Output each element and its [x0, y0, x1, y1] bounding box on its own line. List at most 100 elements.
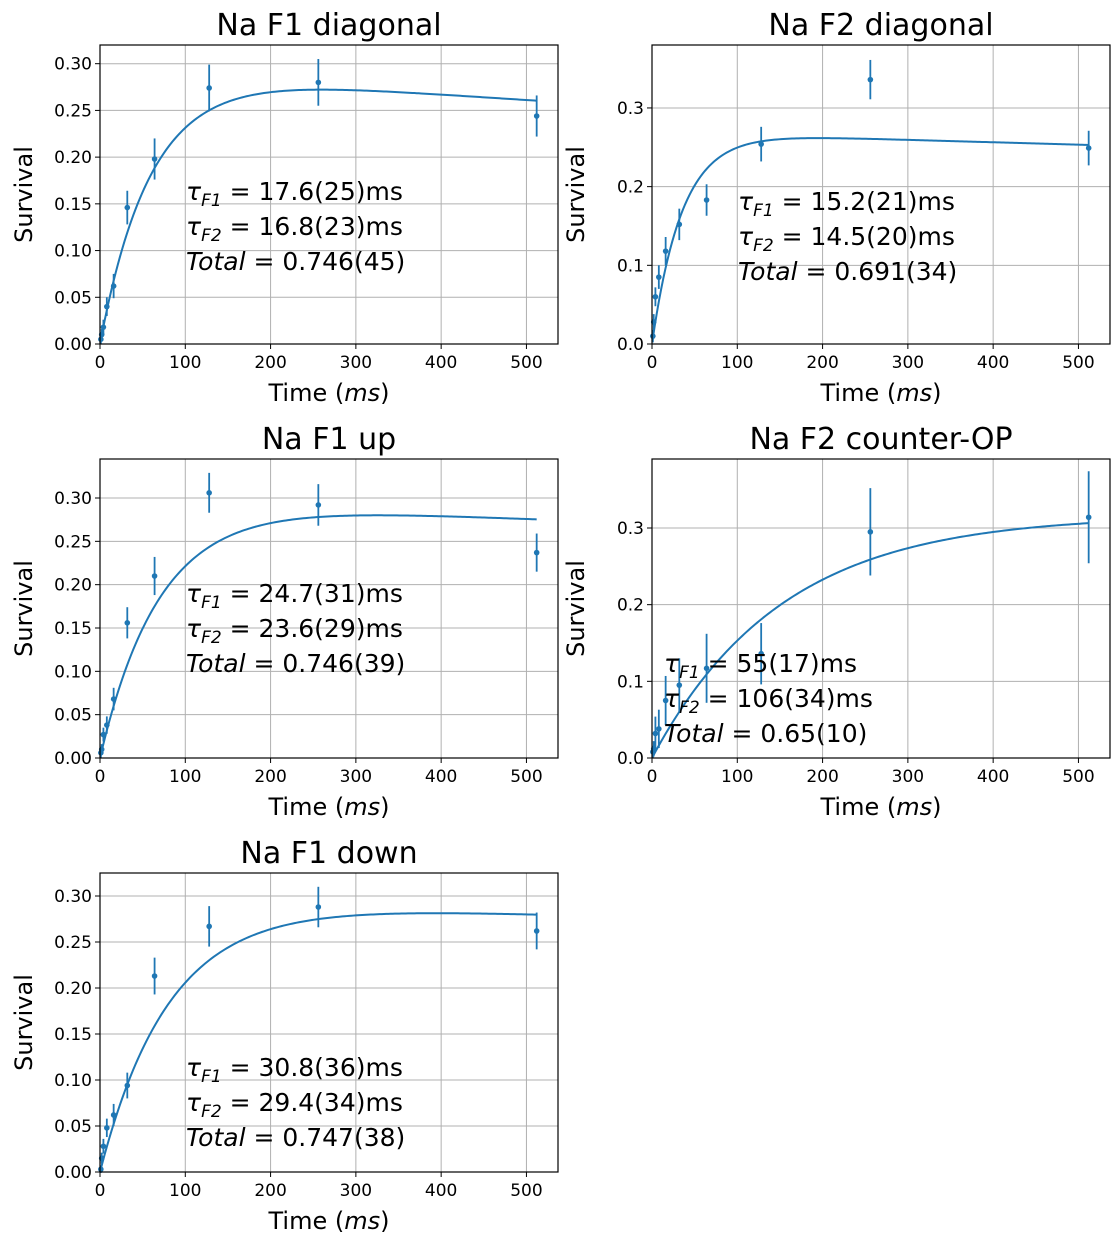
y-tick-label: 0.20: [54, 979, 92, 999]
y-tick-label: 0.10: [54, 1071, 92, 1091]
point-marker: [662, 248, 669, 254]
x-tick-label: 500: [510, 353, 542, 373]
y-tick-label: 0.25: [54, 101, 92, 121]
fit-annotation-line: Total = 0.746(39): [186, 649, 405, 678]
y-tick-label: 0.0: [617, 749, 644, 769]
point-marker: [100, 1143, 107, 1150]
y-axis-label: Survival: [10, 146, 38, 243]
y-tick-label: 0.10: [54, 242, 92, 262]
point-marker: [656, 726, 662, 732]
fit-annotation-line: Total = 0.747(38): [186, 1123, 405, 1152]
data-point: [151, 556, 158, 596]
y-tick-label: 0.05: [54, 288, 92, 308]
x-tick-label: 0: [647, 767, 658, 787]
point-marker: [206, 85, 212, 91]
y-tick-label: 0.05: [54, 706, 92, 726]
data-point: [1085, 471, 1092, 564]
x-tick-label: 0: [647, 353, 658, 373]
point-marker: [533, 928, 540, 934]
fit-annotation-line: τF1 = 55(17)ms: [664, 649, 857, 683]
fit-annotation-line: τF2 = 16.8(23)ms: [186, 212, 403, 246]
data-point: [652, 716, 659, 751]
axes-frame: [99, 44, 559, 345]
point-marker: [104, 722, 110, 728]
point-marker: [758, 650, 764, 657]
y-tick-label: 0.30: [54, 887, 92, 907]
fit-annotation-line: τF1 = 17.6(25)ms: [186, 177, 403, 211]
fit-annotation-line: Total = 0.691(34): [738, 257, 957, 286]
y-tick-label: 0.30: [54, 55, 92, 75]
data-point: [656, 709, 662, 749]
point-marker: [100, 731, 107, 738]
data-point: [110, 273, 117, 299]
y-tick-label: 0.05: [54, 1117, 92, 1137]
fit-annotation-line: τF2 = 29.4(34)ms: [186, 1088, 403, 1122]
data-point: [124, 190, 131, 225]
fit-annotation-line: Total = 0.65(10): [664, 719, 867, 748]
point-marker: [703, 665, 710, 672]
data-point: [703, 184, 710, 216]
data-point: [100, 1138, 107, 1154]
data-point: [124, 1072, 131, 1099]
data-point: [533, 95, 540, 137]
data-point: [110, 687, 117, 711]
x-tick-label: 500: [1062, 353, 1094, 373]
x-tick-label: 300: [340, 1181, 372, 1201]
x-tick-label: 100: [721, 767, 753, 787]
x-tick-label: 400: [977, 767, 1009, 787]
y-tick-label: 0.30: [54, 489, 92, 509]
data-point: [676, 658, 683, 712]
axes-frame: [651, 458, 1111, 759]
y-axis-label: Survival: [562, 560, 590, 657]
x-tick-label: 400: [425, 353, 457, 373]
data-point: [867, 59, 874, 100]
data-point: [656, 265, 662, 289]
x-axis-label: Time (ms): [268, 379, 390, 407]
point-marker: [151, 573, 158, 579]
point-marker: [206, 923, 212, 930]
y-tick-label: 0.0: [617, 335, 644, 355]
y-axis-label: Survival: [10, 974, 38, 1071]
point-marker: [151, 156, 158, 162]
y-tick-label: 0.1: [617, 256, 644, 276]
point-marker: [315, 79, 322, 86]
y-tick-label: 0.10: [54, 662, 92, 682]
x-tick-label: 300: [340, 767, 372, 787]
x-tick-label: 500: [1062, 767, 1094, 787]
x-tick-label: 300: [340, 353, 372, 373]
y-tick-label: 0.15: [54, 1025, 92, 1045]
x-tick-label: 400: [425, 1181, 457, 1201]
data-point: [315, 484, 322, 526]
data-point: [662, 675, 669, 726]
data-point: [1085, 130, 1092, 166]
x-tick-label: 100: [169, 353, 201, 373]
point-marker: [206, 490, 212, 496]
data-point: [104, 297, 110, 316]
data-point: [533, 533, 540, 572]
point-marker: [315, 904, 322, 910]
point-marker: [703, 197, 710, 203]
data-point: [151, 138, 158, 180]
y-axis-label: Survival: [562, 146, 590, 243]
x-axis-label: Time (ms): [820, 379, 942, 407]
point-marker: [98, 1166, 104, 1173]
y-tick-label: 0.2: [617, 596, 644, 616]
point-marker: [100, 324, 107, 330]
y-tick-label: 0.20: [54, 576, 92, 596]
point-marker: [533, 549, 540, 556]
x-tick-label: 100: [721, 353, 753, 373]
x-tick-label: 300: [892, 767, 924, 787]
y-tick-label: 0.15: [54, 195, 92, 215]
y-tick-label: 0.00: [54, 1163, 92, 1183]
data-point: [758, 126, 764, 162]
axes-frame: [99, 872, 559, 1173]
y-tick-label: 0.25: [54, 532, 92, 552]
point-marker: [662, 697, 669, 704]
chart-panel-5: 0 100 200 300 400 500 0.00 0.05 0.10 0.15 0.20 0.25…: [10, 836, 559, 1235]
chart-panel-4: 0 100 200 300 400 500 0.0 0.1 0.2 0.3 Na F2 counte…: [562, 422, 1111, 821]
fit-annotation-line: τF1 = 30.8(36)ms: [186, 1053, 403, 1087]
axes-frame: [651, 44, 1111, 345]
point-marker: [110, 1112, 117, 1118]
chart-title: Na F1 up: [262, 422, 396, 457]
point-marker: [1085, 514, 1092, 521]
